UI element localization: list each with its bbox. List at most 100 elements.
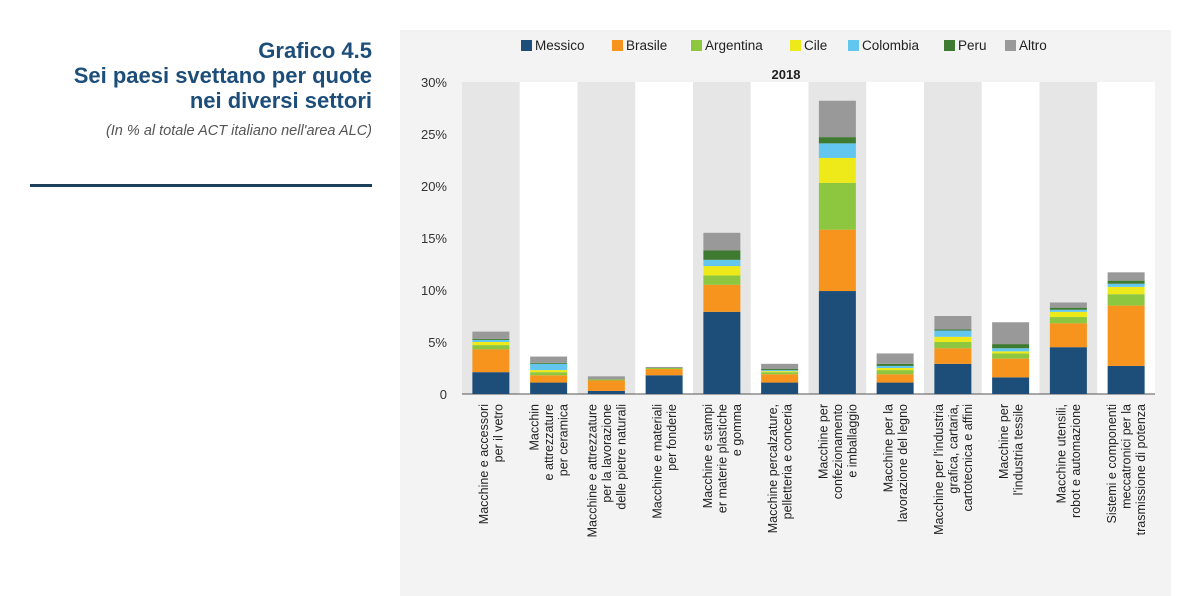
legend-swatch bbox=[790, 40, 801, 51]
bar-segment-cile bbox=[1049, 311, 1087, 318]
y-tick-label: 20% bbox=[421, 179, 447, 194]
bar-segment-colombia bbox=[1049, 309, 1087, 312]
bar-segment-brasile bbox=[645, 369, 683, 376]
category-band bbox=[866, 82, 924, 394]
x-tick-label: Sistemi e componentimeccatronici per lat… bbox=[1105, 404, 1148, 535]
bar-segment-colombia bbox=[472, 339, 510, 342]
bar-segment-colombia bbox=[934, 330, 972, 337]
bar-segment-peru bbox=[1049, 307, 1087, 310]
bar-segment-argentina bbox=[1049, 317, 1087, 324]
category-band bbox=[750, 82, 809, 394]
bar-segment-peru bbox=[934, 329, 972, 331]
bar-segment-argentina bbox=[992, 353, 1030, 359]
bar-segment-argentina bbox=[703, 275, 741, 285]
bar-segment-brasile bbox=[530, 375, 568, 383]
bar-segment-messico bbox=[1107, 365, 1145, 394]
bar-segment-argentina bbox=[645, 368, 683, 370]
bar-segment-messico bbox=[934, 363, 972, 394]
bar-segment-messico bbox=[818, 291, 856, 394]
bar-segment-altro bbox=[1049, 302, 1087, 308]
bar-segment-peru bbox=[472, 338, 510, 340]
bars bbox=[472, 100, 1145, 394]
bar-segment-brasile bbox=[992, 358, 1030, 378]
x-axis-labels: Macchine e accessoriper il vetro Macchine… bbox=[477, 404, 1148, 537]
bar-segment-messico bbox=[992, 377, 1030, 394]
y-tick-label: 10% bbox=[421, 283, 447, 298]
x-tick-label: Macchine e materialiper fonderie bbox=[650, 404, 679, 519]
bar-segment-colombia bbox=[876, 365, 914, 368]
bar-segment-cile bbox=[992, 351, 1030, 354]
bar-segment-altro bbox=[1107, 272, 1145, 281]
bar-segment-colombia bbox=[992, 348, 1030, 352]
bar-segment-peru bbox=[530, 362, 568, 364]
bar-segment-argentina bbox=[934, 342, 972, 349]
category-band bbox=[519, 82, 578, 394]
y-tick-label: 30% bbox=[421, 75, 447, 90]
legend-label: Peru bbox=[958, 38, 987, 53]
bar-segment-brasile bbox=[1049, 323, 1087, 348]
category-band bbox=[635, 82, 693, 394]
bar-segment-cile bbox=[1107, 286, 1145, 295]
x-tick-label: Macchine e attrezzatureper la lavorazion… bbox=[585, 404, 628, 537]
legend-swatch bbox=[1005, 40, 1016, 51]
x-tick-label: Macchine e stampier materie plastichee g… bbox=[701, 404, 744, 513]
bar-segment-argentina bbox=[530, 372, 568, 376]
bar-segment-peru bbox=[761, 369, 799, 371]
bar-segment-brasile bbox=[587, 380, 625, 391]
bar-segment-argentina bbox=[1107, 294, 1145, 306]
bar-segment-altro bbox=[703, 232, 741, 251]
bar-segment-brasile bbox=[761, 374, 799, 383]
bar-segment-messico bbox=[472, 372, 510, 394]
bar-segment-cile bbox=[934, 336, 972, 342]
bar-segment-argentina bbox=[818, 182, 856, 230]
bar-segment-brasile bbox=[1107, 305, 1145, 366]
y-tick-label: 0 bbox=[440, 387, 447, 402]
chart-number: Grafico 4.5 bbox=[258, 38, 372, 63]
bar-segment-altro bbox=[934, 316, 972, 330]
legend-swatch bbox=[612, 40, 623, 51]
legend: Messico Brasile Argentina Cile Colombia Peru A… bbox=[521, 38, 1047, 53]
legend-swatch bbox=[521, 40, 532, 51]
bar-segment-altro bbox=[818, 100, 856, 138]
x-tick-label: Macchine e accessoriper il vetro bbox=[477, 404, 506, 524]
bar-segment-cile bbox=[818, 157, 856, 183]
bar-segment-colombia bbox=[818, 143, 856, 158]
bar-segment-messico bbox=[703, 311, 741, 394]
bar-segment-altro bbox=[992, 322, 1030, 345]
bar-segment-messico bbox=[645, 375, 683, 394]
x-tick-label: Macchine perl'industria tessile bbox=[997, 404, 1026, 495]
legend-label: Cile bbox=[804, 38, 827, 53]
y-axis: 0 5% 10% 15% 20% 25% 30% bbox=[421, 75, 1155, 402]
legend-swatch bbox=[848, 40, 859, 51]
bar-segment-colombia bbox=[761, 370, 799, 372]
y-tick-label: 15% bbox=[421, 231, 447, 246]
chart-heading: Grafico 4.5 Sei paesi svettano per quote… bbox=[0, 38, 372, 139]
bar-segment-cile bbox=[530, 370, 568, 373]
bar-segment-argentina bbox=[876, 370, 914, 375]
bar-segment-altro bbox=[472, 331, 510, 339]
bar-segment-altro bbox=[645, 366, 683, 368]
bar-segment-cile bbox=[876, 368, 914, 371]
bar-segment-colombia bbox=[703, 259, 741, 267]
bar-segment-cile bbox=[761, 371, 799, 373]
bar-segment-colombia bbox=[1107, 283, 1145, 287]
bar-segment-brasile bbox=[876, 374, 914, 383]
chart-title-line-2: nei diversi settori bbox=[189, 88, 372, 113]
x-tick-label: Macchine utensili,robot e automazione bbox=[1055, 404, 1084, 518]
y-tick-label: 25% bbox=[421, 127, 447, 142]
legend-label: Brasile bbox=[626, 38, 667, 53]
legend-label: Altro bbox=[1019, 38, 1047, 53]
bar-segment-altro bbox=[530, 356, 568, 363]
bar-segment-cile bbox=[472, 342, 510, 346]
x-tick-label: Macchine attrezzatureper ceramica bbox=[528, 404, 571, 480]
bar-segment-argentina bbox=[472, 345, 510, 350]
chart-title-line-1: Sei paesi svettano per quote bbox=[73, 63, 372, 88]
bar-segment-cile bbox=[703, 266, 741, 276]
legend-label: Colombia bbox=[862, 38, 920, 53]
legend-label: Argentina bbox=[705, 38, 763, 53]
legend-label: Messico bbox=[535, 38, 585, 53]
bar-segment-messico bbox=[876, 382, 914, 394]
bar-segment-peru bbox=[876, 363, 914, 366]
bar-segment-messico bbox=[530, 382, 568, 394]
